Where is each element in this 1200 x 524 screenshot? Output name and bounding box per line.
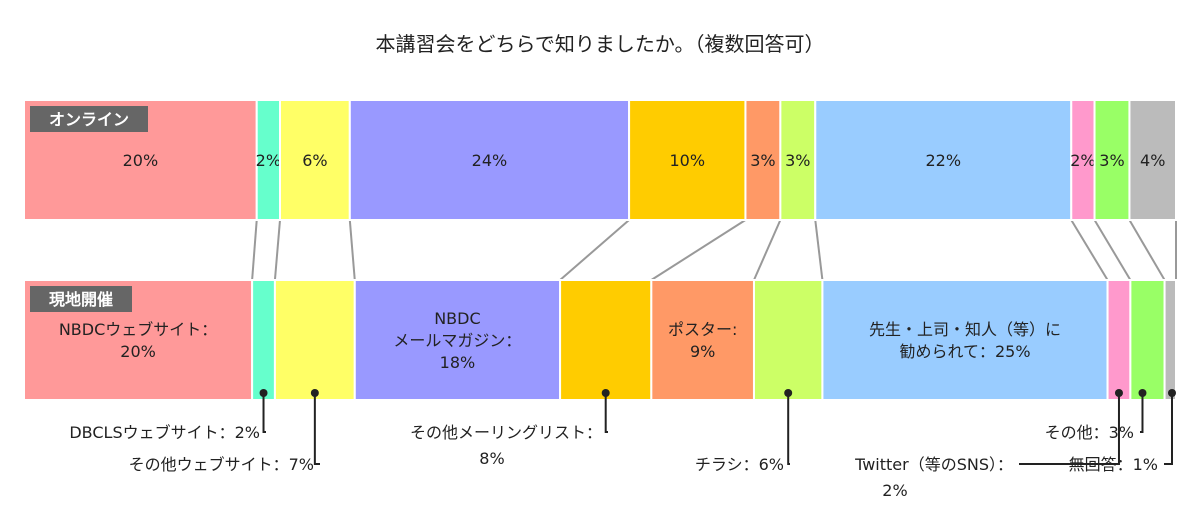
callout: 無回答：1%: [1069, 389, 1176, 474]
callout: チラシ：6%: [695, 389, 793, 474]
callout-label: DBCLSウェブサイト：2%: [69, 423, 260, 442]
bar-segment: [348, 99, 631, 221]
series-label: オンライン: [30, 106, 148, 132]
connector-line: [1128, 219, 1166, 281]
data-label: 2%: [256, 151, 281, 170]
callout: Twitter（等のSNS）： 2%: [854, 389, 1123, 500]
bar-segment: [779, 99, 817, 221]
bar-segment: [1129, 279, 1166, 401]
series-row: 20% 2% 6% 24% 10% 3% 3% 22% 2% 3% 4%オンライン: [23, 99, 1178, 221]
connector-line: [814, 219, 824, 281]
bar-segment: [559, 279, 653, 401]
bar-segment: [279, 99, 351, 221]
callout-label: その他メーリングリスト：: [410, 423, 602, 442]
connector-lines: [251, 219, 1177, 281]
bar-segment: [251, 279, 276, 401]
data-label: 22%: [925, 151, 961, 170]
data-label: 10%: [669, 151, 705, 170]
connector-line: [753, 219, 782, 281]
data-label: 9%: [690, 342, 715, 361]
bar-segment: [821, 279, 1109, 401]
callout-line: [787, 393, 790, 465]
callout-label: チラシ：6%: [695, 455, 784, 474]
bar-segment: [628, 99, 747, 221]
bar-segment: [650, 279, 755, 401]
data-label: 2%: [1070, 151, 1095, 170]
data-label: 20%: [120, 342, 156, 361]
callout-line: [1019, 393, 1120, 465]
data-label: 先生・上司・知人（等）に: [869, 320, 1061, 339]
data-label: 勧められて：25%: [899, 342, 1030, 361]
connector-line: [348, 219, 356, 281]
data-label: 18%: [440, 353, 476, 372]
connector-line: [650, 219, 746, 281]
chart-title: 本講習会をどちらで知りましたか。（複数回答可）: [376, 32, 825, 56]
callout-label: 2%: [882, 481, 907, 500]
connector-line: [251, 219, 258, 281]
bar-segment: [1163, 279, 1178, 401]
callout-line: [262, 393, 266, 433]
data-label: NBDC: [434, 309, 480, 328]
series-name: オンライン: [49, 110, 129, 129]
data-label: 3%: [785, 151, 810, 170]
connector-line: [1070, 219, 1109, 281]
series-label: 現地開催: [30, 286, 132, 312]
bar-segment: [752, 279, 824, 401]
bars: 20% 2% 6% 24% 10% 3% 3% 22% 2% 3% 4%オンラインNBDCウェブサイ…: [23, 99, 1178, 401]
data-label: NBDCウェブサイト：: [59, 320, 217, 339]
callouts: DBCLSウェブサイト：2% その他ウェブサイト：7% その他メーリングリスト： 8%…: [69, 389, 1176, 500]
data-label: メールマガジン：: [393, 331, 521, 350]
data-label: 20%: [123, 151, 159, 170]
bar-segment: [1106, 279, 1132, 401]
data-label: 4%: [1140, 151, 1165, 170]
bar-segment: [1128, 99, 1178, 221]
data-label: ポスター:: [668, 320, 737, 339]
connector-line: [273, 219, 281, 281]
data-label: 3%: [750, 151, 775, 170]
series-row: NBDCウェブサイト： 20% NBDC メールマガジン： 18% ポスター: 9% 先生・上…: [23, 279, 1178, 401]
callout-label: その他ウェブサイト：7%: [129, 455, 314, 474]
callout-label: Twitter（等のSNS）：: [854, 455, 1013, 474]
callout: その他ウェブサイト：7%: [129, 389, 320, 474]
callout: その他：3%: [1045, 389, 1147, 442]
callout-label: 無回答：1%: [1069, 455, 1158, 474]
callout-line: [313, 393, 320, 465]
callout-label: その他：3%: [1045, 423, 1134, 442]
callout-line: [604, 393, 608, 433]
connector-line: [1093, 219, 1132, 281]
callout-line: [1164, 393, 1173, 465]
series-label-badge: [30, 286, 132, 312]
data-label: 3%: [1099, 151, 1124, 170]
callout-line: [1140, 393, 1144, 433]
bar-segment: [273, 279, 356, 401]
data-label: 6%: [302, 151, 327, 170]
data-label: 24%: [472, 151, 508, 170]
bar-segment: [353, 279, 562, 401]
series-name: 現地開催: [49, 290, 113, 309]
callout: DBCLSウェブサイト：2%: [69, 389, 268, 442]
connector-line: [559, 219, 630, 281]
callout-label: 8%: [479, 449, 504, 468]
series-label-badge: [30, 106, 148, 132]
callout: その他メーリングリスト： 8%: [410, 389, 610, 468]
